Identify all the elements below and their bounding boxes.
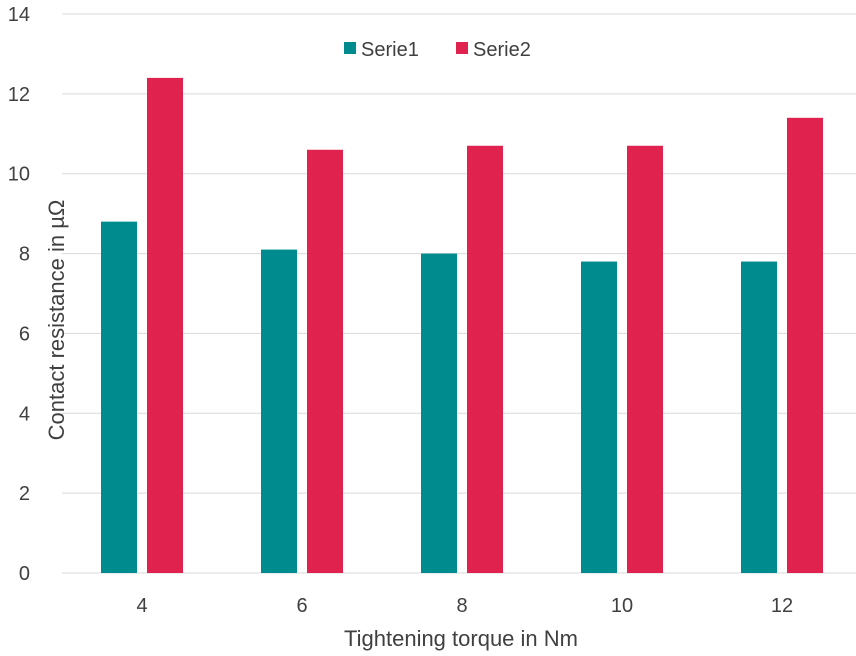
bar-serie1-10 bbox=[581, 261, 617, 573]
bar-serie2-8 bbox=[467, 145, 503, 573]
y-axis-title: Contact resistance in µΩ bbox=[44, 200, 69, 441]
legend-label-serie1: Serie1 bbox=[361, 39, 419, 61]
y-tick-label: 4 bbox=[19, 403, 30, 425]
y-axis-ticks: 0 2 4 6 8 10 12 14 bbox=[8, 4, 30, 585]
x-tick-label: 10 bbox=[611, 595, 633, 617]
bar-serie2-6 bbox=[307, 149, 343, 573]
y-tick-label: 12 bbox=[8, 84, 30, 106]
x-tick-label: 8 bbox=[456, 595, 467, 617]
x-tick-label: 4 bbox=[136, 595, 147, 617]
bar-serie2-10 bbox=[627, 145, 663, 573]
bar-serie1-6 bbox=[261, 249, 297, 574]
y-tick-label: 10 bbox=[8, 164, 30, 186]
y-tick-label: 0 bbox=[19, 563, 30, 585]
legend-swatch-serie1 bbox=[344, 42, 356, 54]
x-tick-label: 12 bbox=[771, 595, 793, 617]
bars bbox=[101, 77, 823, 574]
x-tick-label: 6 bbox=[296, 595, 307, 617]
bar-serie1-8 bbox=[421, 253, 457, 574]
y-tick-label: 2 bbox=[19, 483, 30, 505]
legend-label-serie2: Serie2 bbox=[473, 39, 531, 61]
y-tick-label: 8 bbox=[19, 244, 30, 266]
bar-serie1-12 bbox=[741, 261, 777, 573]
y-tick-label: 6 bbox=[19, 323, 30, 345]
x-axis-title: Tightening torque in Nm bbox=[344, 626, 578, 651]
y-tick-label: 14 bbox=[8, 4, 30, 26]
legend: Serie1 Serie2 bbox=[344, 39, 531, 61]
gridlines bbox=[62, 13, 856, 574]
bar-serie1-4 bbox=[101, 221, 137, 573]
x-axis-ticks: 4 6 8 10 12 bbox=[136, 595, 793, 617]
bar-serie2-12 bbox=[787, 117, 823, 574]
bar-serie2-4 bbox=[147, 77, 183, 573]
legend-swatch-serie2 bbox=[456, 42, 468, 54]
